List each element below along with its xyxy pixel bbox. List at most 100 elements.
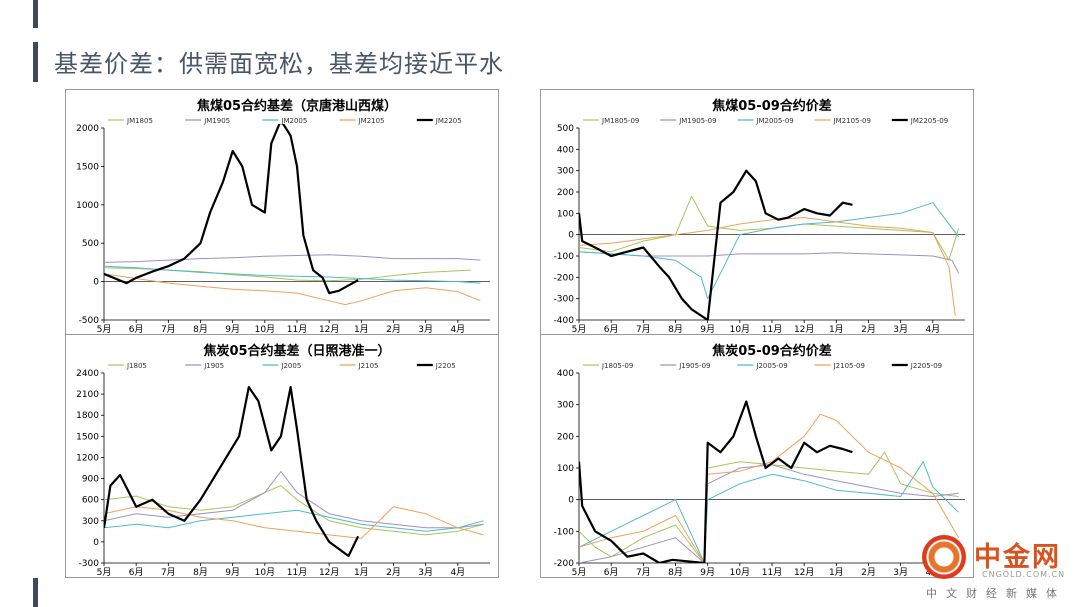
x-tick-label: 9月 <box>700 567 715 577</box>
legend-label: J1805-09 <box>601 362 633 370</box>
legend-label: JM2205 <box>435 117 462 125</box>
x-tick-label: 8月 <box>668 567 683 577</box>
x-tick-label: 5月 <box>97 567 112 577</box>
y-tick-label: 1800 <box>76 411 99 421</box>
chart-svg: 焦煤05合约基差（京唐港山西煤） -500 0 500 1000 1500 2000 5月 6月… <box>76 98 490 334</box>
series-line-jm2105-09 <box>579 217 956 316</box>
chart-title: 焦炭05-09合约价差 <box>711 343 832 359</box>
x-tick-label: 2月 <box>386 567 401 577</box>
y-tick-label: -300 <box>79 559 100 569</box>
x-tick-label: 1月 <box>829 567 844 577</box>
y-tick-label: 100 <box>557 464 574 474</box>
y-tick-label: 1200 <box>76 453 99 463</box>
series-line-j1905 <box>104 471 484 529</box>
series-line-j2005 <box>104 509 484 532</box>
x-tick-label: 7月 <box>636 324 651 334</box>
x-tick-label: 3月 <box>418 324 433 334</box>
y-tick-label: 1000 <box>76 201 99 211</box>
x-tick-label: 12月 <box>794 324 814 334</box>
y-tick-label: 2000 <box>76 124 99 134</box>
x-tick-label: 2月 <box>861 567 876 577</box>
y-tick-label: -500 <box>79 316 100 326</box>
y-tick-label: 0 <box>93 278 99 288</box>
x-tick-label: 7月 <box>636 567 651 577</box>
series-line-j1805 <box>104 485 484 536</box>
x-tick-label: 9月 <box>700 324 715 334</box>
x-tick-label: 6月 <box>604 567 619 577</box>
x-tick-label: 6月 <box>604 324 619 334</box>
series-line-j2105 <box>104 506 484 539</box>
x-tick-label: 4月 <box>450 324 465 334</box>
x-tick-label: 4月 <box>925 324 940 334</box>
x-tick-label: 12月 <box>794 567 814 577</box>
x-tick-label: 6月 <box>129 567 144 577</box>
y-tick-label: 200 <box>557 432 574 442</box>
x-tick-label: 8月 <box>668 324 683 334</box>
y-tick-label: 400 <box>557 369 574 379</box>
y-tick-label: -100 <box>554 527 575 537</box>
y-tick-label: 100 <box>557 209 574 219</box>
y-tick-label: 1500 <box>76 162 99 172</box>
legend-label: JM2105-09 <box>833 117 871 125</box>
legend-label: J2205 <box>435 362 456 370</box>
page-title: 基差价差：供需面宽松，基差均接近平水 <box>54 50 504 78</box>
legend-label: JM1805 <box>126 117 153 125</box>
chart-title: 焦煤05合约基差（京唐港山西煤） <box>196 98 397 114</box>
chart-coke-spread: 焦炭05-09合约价差 -200 -100 0 100 200 300 400 5月 6月 7月 8月… <box>540 334 974 578</box>
x-tick-label: 12月 <box>319 324 339 334</box>
y-tick-label: -200 <box>554 273 575 283</box>
x-tick-label: 5月 <box>97 324 112 334</box>
chart-coking-coal-basis: 焦煤05合约基差（京唐港山西煤） -500 0 500 1000 1500 2000 5月 6月… <box>65 89 499 335</box>
x-tick-label: 8月 <box>193 324 208 334</box>
x-tick-label: 1月 <box>829 324 844 334</box>
legend-label: J2005-09 <box>755 362 787 370</box>
x-tick-label: 3月 <box>893 567 908 577</box>
legend-label: J2005 <box>280 362 301 370</box>
legend-label: J2105-09 <box>833 362 865 370</box>
x-tick-label: 11月 <box>762 324 782 334</box>
chart-svg: 焦煤05-09合约价差 -400 -300 -200 -100 0 100 200 300 400… <box>554 98 965 334</box>
watermark: 中金网 CNGOLD.COM.CN 中文财经新媒体 <box>920 535 1080 607</box>
series-line-jm2105 <box>104 273 481 306</box>
series-line-jm1905 <box>104 254 481 263</box>
y-tick-label: -400 <box>554 316 575 326</box>
series-line-jm2005-09 <box>579 202 959 300</box>
x-tick-label: 6月 <box>129 324 144 334</box>
chart-title: 焦炭05合约基差（日照港准一） <box>202 343 390 359</box>
series-line-j2205 <box>104 385 360 558</box>
x-tick-label: 2月 <box>386 324 401 334</box>
legend-label: J2205-09 <box>910 362 942 370</box>
x-tick-label: 11月 <box>287 567 307 577</box>
x-tick-label: 1月 <box>354 324 369 334</box>
x-tick-label: 10月 <box>730 567 750 577</box>
accent-bar-top <box>33 0 38 28</box>
x-tick-label: 11月 <box>287 324 307 334</box>
y-tick-label: 300 <box>557 167 574 177</box>
chart-coke-basis: 焦炭05合约基差（日照港准一） -300 0 300 600 900 1200 1500 180… <box>65 334 499 578</box>
x-tick-label: 10月 <box>255 567 275 577</box>
series-line-j2105-09 <box>579 413 960 563</box>
chart-coking-coal-spread: 焦煤05-09合约价差 -400 -300 -200 -100 0 100 200 300 400… <box>540 89 974 335</box>
x-tick-label: 7月 <box>161 567 176 577</box>
watermark-url: CNGOLD.COM.CN <box>982 570 1066 579</box>
legend-label: J2105 <box>358 362 379 370</box>
y-tick-label: 900 <box>82 475 99 485</box>
y-tick-label: 300 <box>557 401 574 411</box>
y-tick-label: 2400 <box>76 369 99 379</box>
y-tick-label: 600 <box>82 496 99 506</box>
chart-title: 焦煤05-09合约价差 <box>711 98 832 114</box>
y-tick-label: -300 <box>554 295 575 305</box>
x-tick-label: 8月 <box>193 567 208 577</box>
chart-svg: 焦炭05合约基差（日照港准一） -300 0 300 600 900 1200 1500 180… <box>76 343 490 577</box>
series-line-jm2205 <box>104 124 359 295</box>
x-tick-label: 3月 <box>418 567 433 577</box>
y-tick-label: 2100 <box>76 390 99 400</box>
chart-svg: 焦炭05-09合约价差 -200 -100 0 100 200 300 400 5月 6月 7月 8月… <box>554 343 965 577</box>
legend-label: JM2205-09 <box>910 117 948 125</box>
y-tick-label: 400 <box>557 145 574 155</box>
y-tick-label: 500 <box>82 239 99 249</box>
y-tick-label: -200 <box>554 559 575 569</box>
legend-label: JM2005 <box>280 117 307 125</box>
x-tick-label: 9月 <box>225 567 240 577</box>
x-tick-label: 11月 <box>762 567 782 577</box>
